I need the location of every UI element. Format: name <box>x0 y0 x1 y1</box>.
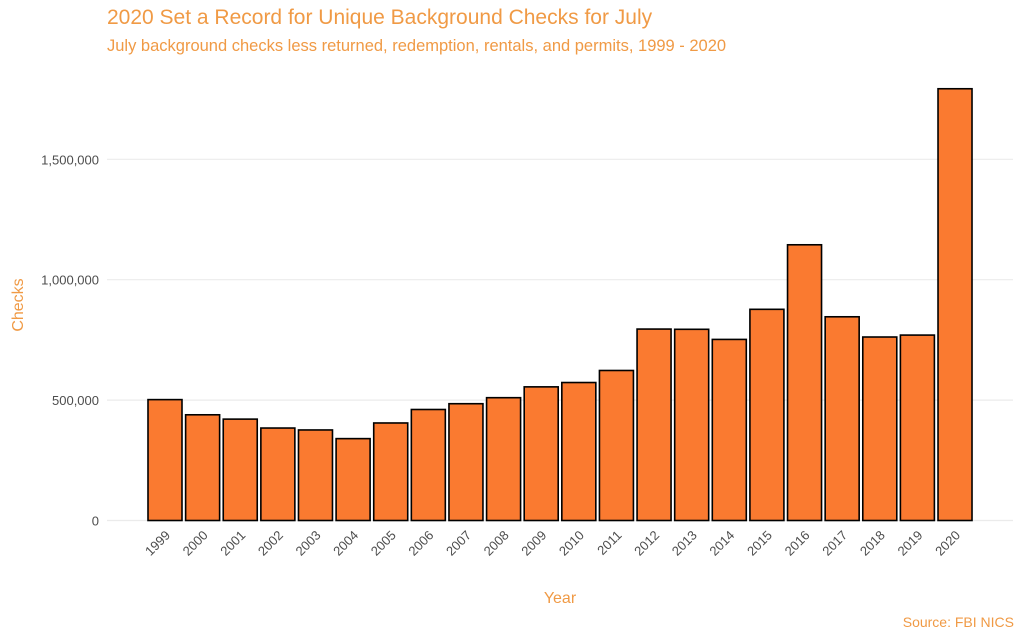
x-tick-label: 2007 <box>443 528 474 559</box>
x-tick-label: 2017 <box>819 528 850 559</box>
bar-2005 <box>372 422 409 522</box>
bar-2009 <box>523 386 560 522</box>
x-tick-label: 2001 <box>217 528 248 559</box>
bar-2000 <box>184 413 221 522</box>
x-tick-label: 2003 <box>293 528 324 559</box>
bar-2012 <box>636 328 672 522</box>
bar-2002 <box>260 427 296 522</box>
y-tick-label: 1,500,000 <box>41 152 99 167</box>
chart-title: 2020 Set a Record for Unique Background … <box>107 6 653 29</box>
bar-2013 <box>673 328 710 522</box>
x-tick-labels: 1999 2000 2001 2002 2003 2004 2005 2006 2007 2008… <box>142 528 963 559</box>
x-tick-label: 2012 <box>631 528 662 559</box>
bar-2007 <box>448 402 484 522</box>
y-tick-labels: 0 500,000 1,000,000 1,500,000 <box>41 152 99 528</box>
y-tick-label: 0 <box>92 514 99 529</box>
y-axis-label: Checks <box>10 278 27 331</box>
x-axis-label: Year <box>544 590 577 607</box>
bar-2004 <box>335 437 371 522</box>
bar-2001 <box>222 418 259 522</box>
y-tick-label: 1,000,000 <box>41 273 99 288</box>
x-tick-label: 2000 <box>180 528 211 559</box>
y-tick-label: 500,000 <box>52 393 99 408</box>
x-tick-label: 2013 <box>669 528 700 559</box>
x-tick-label: 2018 <box>857 528 888 559</box>
x-tick-label: 2014 <box>706 528 737 559</box>
chart-subtitle: July background checks less returned, re… <box>107 37 727 55</box>
x-tick-label: 1999 <box>142 528 173 559</box>
bars <box>147 87 973 522</box>
bar-2014 <box>711 338 748 522</box>
bar-2006 <box>410 408 447 522</box>
bar-2003 <box>297 429 334 522</box>
x-tick-label: 2015 <box>744 528 775 559</box>
x-tick-label: 2004 <box>330 528 361 559</box>
bar-2017 <box>824 315 860 522</box>
x-tick-label: 2010 <box>556 528 587 559</box>
x-tick-label: 2016 <box>782 528 813 559</box>
x-tick-label: 2011 <box>594 528 624 558</box>
bar-2011 <box>598 369 635 522</box>
bar-2016 <box>786 243 823 522</box>
x-tick-label: 2009 <box>518 528 549 559</box>
bar-2018 <box>861 336 898 522</box>
x-tick-label: 2020 <box>932 528 963 559</box>
x-tick-label: 2008 <box>481 528 512 559</box>
x-tick-label: 2005 <box>368 528 399 559</box>
bar-2008 <box>485 396 522 522</box>
bar-1999 <box>147 398 183 522</box>
x-tick-label: 2006 <box>405 528 436 559</box>
x-tick-label: 2019 <box>894 528 925 559</box>
x-tick-label: 2002 <box>255 528 286 559</box>
bar-2020 <box>937 87 973 522</box>
chart-caption: Source: FBI NICS <box>902 614 1014 630</box>
bar-2010 <box>561 381 597 522</box>
bar-2015 <box>749 308 785 522</box>
bar-2019 <box>899 334 936 522</box>
